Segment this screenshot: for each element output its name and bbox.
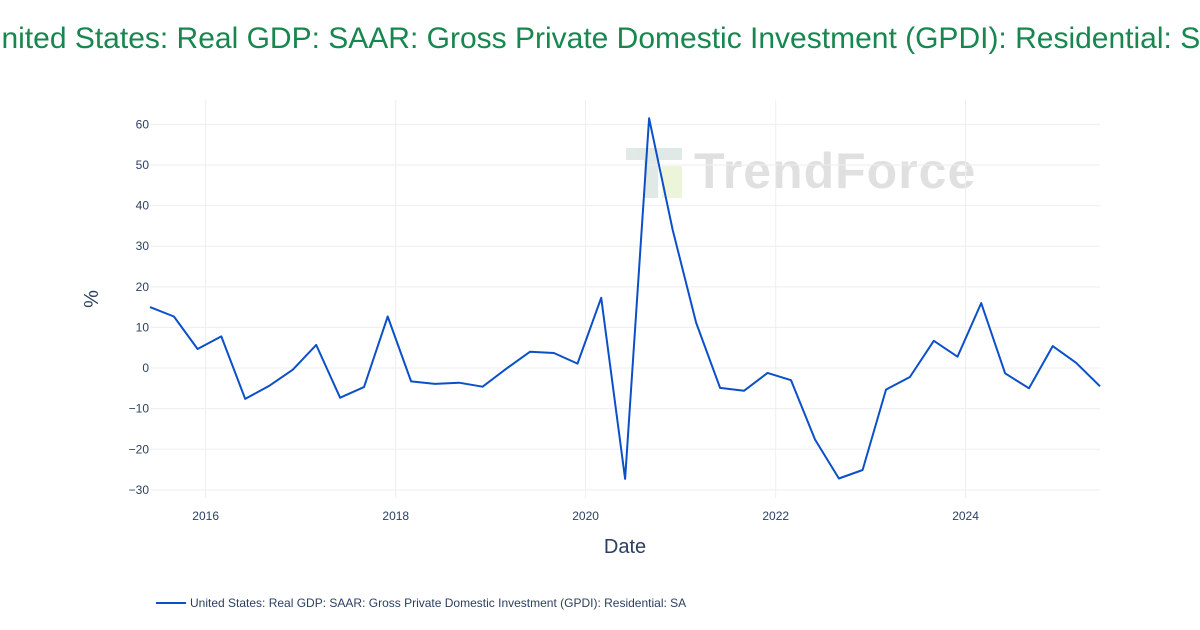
- x-axis-ticks: 2016 2018 2020 2022 2024: [192, 509, 979, 523]
- y-tick-label: 10: [136, 320, 150, 334]
- y-tick-label: −30: [129, 483, 150, 497]
- x-tick-label: 2018: [382, 509, 409, 523]
- y-tick-label: 0: [142, 361, 149, 375]
- series-layer: [149, 117, 1101, 480]
- legend-label: United States: Real GDP: SAAR: Gross Pri…: [190, 596, 687, 610]
- y-tick-label: 50: [136, 158, 150, 172]
- x-tick-label: 2016: [192, 509, 219, 523]
- x-tick-label: 2024: [952, 509, 979, 523]
- y-axis-ticks: −30 −20 −10 0 10 20 30 40 50 60: [129, 117, 150, 497]
- y-tick-label: 20: [136, 280, 150, 294]
- series-line[interactable]: [149, 117, 1101, 480]
- grid-lines: [150, 100, 1100, 498]
- y-tick-label: 60: [136, 117, 150, 131]
- trendforce-watermark-logo: TrendForce: [626, 142, 976, 200]
- y-tick-label: 40: [136, 199, 150, 213]
- x-tick-label: 2022: [762, 509, 789, 523]
- legend-line-swatch: [156, 602, 186, 604]
- y-axis-title: %: [81, 290, 103, 308]
- legend[interactable]: United States: Real GDP: SAAR: Gross Pri…: [156, 596, 686, 610]
- y-tick-label: −20: [129, 442, 150, 456]
- chart-title: United States: Real GDP: SAAR: Gross Pri…: [0, 22, 1200, 55]
- x-tick-label: 2020: [572, 509, 599, 523]
- y-tick-label: 30: [136, 239, 150, 253]
- trendforce-logo-icon: [626, 144, 684, 198]
- y-tick-label: −10: [129, 402, 150, 416]
- x-axis-title: Date: [604, 536, 646, 558]
